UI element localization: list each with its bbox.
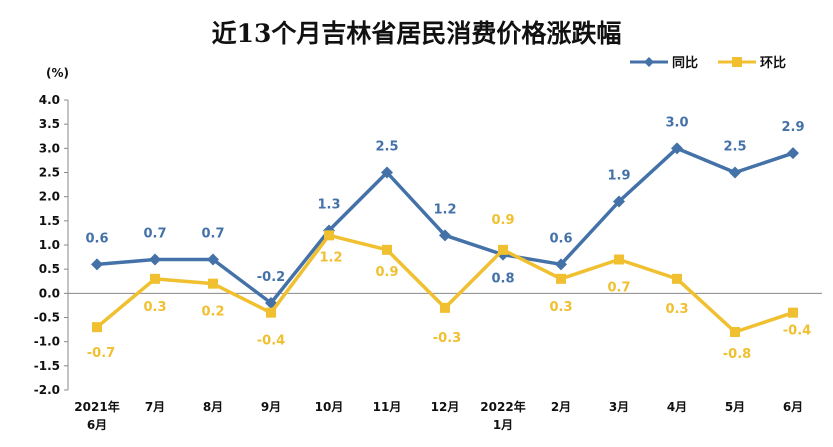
x-tick-label: 9月 <box>261 400 281 414</box>
data-label-mom: 0.3 <box>143 300 166 315</box>
y-tick-label: -2.0 <box>34 383 60 397</box>
data-label-mom: -0.4 <box>257 334 285 349</box>
y-tick-label: 3.5 <box>39 117 60 131</box>
data-label-yoy: 1.3 <box>317 198 340 213</box>
data-label-mom: 0.9 <box>375 265 398 280</box>
legend-label-mom: 环比 <box>760 56 787 71</box>
data-label-mom: 0.3 <box>665 302 688 317</box>
data-point-mom <box>266 307 276 318</box>
y-tick-label: 0.5 <box>39 262 60 276</box>
x-tick-label: 6月 <box>87 418 107 432</box>
x-tick-label: 7月 <box>145 400 165 414</box>
x-tick-label: 6月 <box>783 400 803 414</box>
data-point-yoy <box>207 253 219 266</box>
data-point-yoy <box>149 253 161 266</box>
data-label-yoy: 0.6 <box>549 231 572 246</box>
y-tick-label: 2.0 <box>39 190 60 204</box>
data-point-yoy <box>439 229 451 242</box>
y-tick-label: -1.5 <box>34 359 60 373</box>
legend-item-mom: 环比 <box>718 52 786 71</box>
data-point-mom <box>208 278 218 289</box>
legend: 同比 环比 <box>630 52 786 71</box>
data-label-yoy: 2.5 <box>723 140 746 155</box>
x-tick-label: 8月 <box>203 400 223 414</box>
data-label-yoy: 2.9 <box>781 120 804 135</box>
x-tick-label: 11月 <box>373 400 402 414</box>
data-point-yoy <box>381 166 393 179</box>
data-label-mom: 0.2 <box>201 305 224 320</box>
x-tick-label: 2022年 <box>480 399 525 414</box>
y-tick-label: 2.5 <box>39 166 60 180</box>
data-point-yoy <box>729 166 741 179</box>
data-point-mom <box>788 307 798 318</box>
x-tick-label: 4月 <box>667 400 687 414</box>
x-tick-label: 5月 <box>725 400 745 414</box>
data-point-mom <box>614 254 624 265</box>
data-label-mom: -0.4 <box>783 324 811 339</box>
y-tick-label: 1.0 <box>39 238 60 252</box>
x-tick-label: 12月 <box>431 400 460 414</box>
data-label-yoy: 0.7 <box>143 227 166 242</box>
legend-label-yoy: 同比 <box>672 56 699 71</box>
data-point-yoy <box>613 195 625 208</box>
legend-swatch-mom <box>718 56 757 67</box>
data-label-mom: 0.7 <box>607 281 630 296</box>
x-tick-label: 1月 <box>493 418 513 432</box>
data-point-yoy <box>787 147 799 160</box>
data-point-mom <box>92 322 102 333</box>
data-label-mom: -0.7 <box>87 346 115 361</box>
data-label-yoy: 0.8 <box>491 272 514 287</box>
data-label-mom: -0.8 <box>723 347 751 362</box>
data-point-mom <box>440 302 450 313</box>
y-tick-label: -1.0 <box>34 335 60 349</box>
data-label-mom: 0.3 <box>549 300 572 315</box>
y-tick-label: 4.0 <box>39 93 60 107</box>
data-label-yoy: 2.5 <box>375 140 398 155</box>
data-label-mom: -0.3 <box>433 331 461 346</box>
chart-title: 近13个月吉林省居民消费价格涨跌幅 <box>211 19 622 48</box>
y-axis-unit: (%) <box>46 66 69 80</box>
data-point-yoy <box>555 258 567 271</box>
y-tick-label: 3.0 <box>39 141 60 155</box>
y-tick-label: 0.0 <box>39 286 60 300</box>
data-point-mom <box>324 230 334 241</box>
x-tick-label: 2021年 <box>74 399 119 414</box>
y-tick-label: -0.5 <box>34 311 60 325</box>
data-label-mom: 0.9 <box>491 213 514 228</box>
x-tick-label: 3月 <box>609 400 629 414</box>
data-label-yoy: 0.7 <box>201 227 224 242</box>
legend-item-yoy: 同比 <box>630 52 698 71</box>
data-point-yoy <box>671 142 683 155</box>
y-tick-label: 1.5 <box>39 214 60 228</box>
legend-swatch-yoy <box>630 56 668 67</box>
data-label-yoy: 3.0 <box>665 115 688 130</box>
data-point-mom <box>556 273 566 284</box>
data-point-mom <box>382 244 392 255</box>
data-label-yoy: 1.2 <box>433 202 456 217</box>
x-tick-label: 2月 <box>551 400 571 414</box>
x-tick-label: 10月 <box>315 400 344 414</box>
data-label-yoy: 1.9 <box>607 169 630 184</box>
data-label-yoy: -0.2 <box>257 270 285 285</box>
data-point-mom <box>498 244 508 255</box>
data-label-mom: 1.2 <box>319 250 342 265</box>
data-point-mom <box>150 273 160 284</box>
data-label-yoy: 0.6 <box>85 231 108 246</box>
data-point-mom <box>730 327 740 337</box>
data-point-mom <box>672 273 682 284</box>
data-point-yoy <box>91 258 103 271</box>
